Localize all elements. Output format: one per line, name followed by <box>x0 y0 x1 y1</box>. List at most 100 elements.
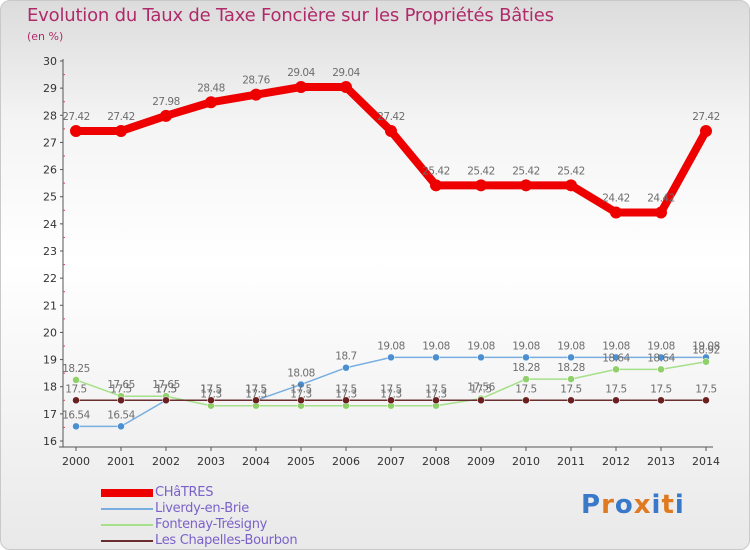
y-tick-label: 20 <box>43 326 57 339</box>
data-label: 17.5 <box>245 383 266 395</box>
data-label: 17.5 <box>155 383 176 395</box>
data-point <box>385 125 397 138</box>
x-tick-label: 2012 <box>602 455 630 468</box>
chart-unit-label: (en %) <box>27 30 64 43</box>
data-label: 27.42 <box>107 111 135 123</box>
y-tick-label: 25 <box>43 191 57 204</box>
data-label: 17.65 <box>152 379 180 391</box>
data-label: 19.08 <box>557 340 585 352</box>
data-point <box>565 179 577 192</box>
data-label: 17.5 <box>515 383 536 395</box>
data-point <box>610 206 622 219</box>
data-label: 18.7 <box>335 351 356 363</box>
data-label: 25.42 <box>512 165 540 177</box>
data-point <box>297 380 305 389</box>
y-tick-label: 27 <box>43 136 57 149</box>
data-label: 17.3 <box>380 389 401 401</box>
data-label: 17.5 <box>605 383 626 395</box>
x-tick-label: 2000 <box>62 455 90 468</box>
data-label: 18.28 <box>557 362 585 374</box>
data-label: 17.65 <box>107 379 135 391</box>
legend-label: Liverdy-en-Brie <box>155 501 249 516</box>
data-label: 18.64 <box>647 352 675 364</box>
data-label: 19.08 <box>692 340 720 352</box>
data-label: 18.08 <box>287 368 315 380</box>
data-label: 27.42 <box>377 111 405 123</box>
data-label: 17.5 <box>560 383 581 395</box>
data-point <box>432 353 440 362</box>
data-label: 18.64 <box>602 352 630 364</box>
data-point <box>430 179 442 192</box>
data-label: 17.3 <box>290 389 311 401</box>
legend-label: Fontenay-Trésigny <box>155 517 268 532</box>
data-label: 16.54 <box>107 409 135 421</box>
data-point <box>657 365 665 374</box>
x-tick-label: 2011 <box>557 455 585 468</box>
chart-legend: CHâTRES Liverdy-en-Brie Fontenay-Trésigny L… <box>101 485 421 549</box>
data-label: 17.5 <box>155 383 176 395</box>
data-point <box>522 375 530 383</box>
data-point <box>700 125 712 138</box>
legend-swatch <box>101 489 153 497</box>
data-point <box>522 353 530 362</box>
data-label: 17.5 <box>470 383 491 395</box>
data-point <box>655 206 667 219</box>
data-point <box>567 353 575 362</box>
data-label: 25.42 <box>557 165 585 177</box>
data-label: 17.5 <box>425 383 446 395</box>
data-label: 17.5 <box>200 383 221 395</box>
data-point <box>160 109 172 122</box>
data-point <box>205 96 217 109</box>
proxiti-logo: Proxiti <box>581 490 685 520</box>
x-tick-label: 2005 <box>287 455 315 468</box>
data-label: 19.08 <box>422 340 450 352</box>
data-point <box>297 396 305 405</box>
x-tick-label: 2001 <box>107 455 135 468</box>
data-label: 17.5 <box>290 383 311 395</box>
data-label: 19.08 <box>512 340 540 352</box>
data-label: 18.92 <box>692 345 720 357</box>
data-point <box>387 353 395 362</box>
data-label: 29.04 <box>332 67 360 79</box>
y-tick-label: 17 <box>43 408 57 421</box>
y-tick-label: 18 <box>43 381 57 394</box>
data-label: 17.5 <box>245 383 266 395</box>
data-point <box>520 179 532 192</box>
data-point <box>657 396 665 405</box>
data-label: 29.04 <box>287 67 315 79</box>
data-label: 24.42 <box>602 192 630 204</box>
data-label: 18.28 <box>512 362 540 374</box>
data-point <box>477 353 485 362</box>
chart-title: Evolution du Taux de Taxe Foncière sur l… <box>27 5 554 26</box>
data-label: 19.08 <box>602 340 630 352</box>
data-label: 19.08 <box>377 340 405 352</box>
data-point <box>117 422 125 431</box>
data-label: 28.76 <box>242 75 270 87</box>
x-tick-label: 2003 <box>197 455 225 468</box>
x-tick-label: 2013 <box>647 455 675 468</box>
data-point <box>567 396 575 405</box>
data-point <box>612 365 620 374</box>
data-label: 17.3 <box>335 389 356 401</box>
x-tick-label: 2009 <box>467 455 495 468</box>
y-tick-label: 30 <box>43 55 57 68</box>
legend-swatch <box>101 524 153 526</box>
data-label: 18.25 <box>62 363 90 375</box>
data-point <box>250 88 262 101</box>
legend-item: CHâTRES <box>101 485 421 501</box>
data-point <box>342 363 350 372</box>
x-tick-label: 2006 <box>332 455 360 468</box>
data-point <box>702 357 710 366</box>
data-label: 27.42 <box>62 111 90 123</box>
data-point <box>72 422 80 431</box>
data-label: 19.08 <box>467 340 495 352</box>
data-label: 17.3 <box>245 389 266 401</box>
data-point <box>252 396 260 405</box>
data-label: 17.3 <box>425 389 446 401</box>
data-point <box>72 376 80 384</box>
data-label: 17.5 <box>650 383 671 395</box>
data-point <box>387 396 395 405</box>
data-point <box>702 396 710 405</box>
